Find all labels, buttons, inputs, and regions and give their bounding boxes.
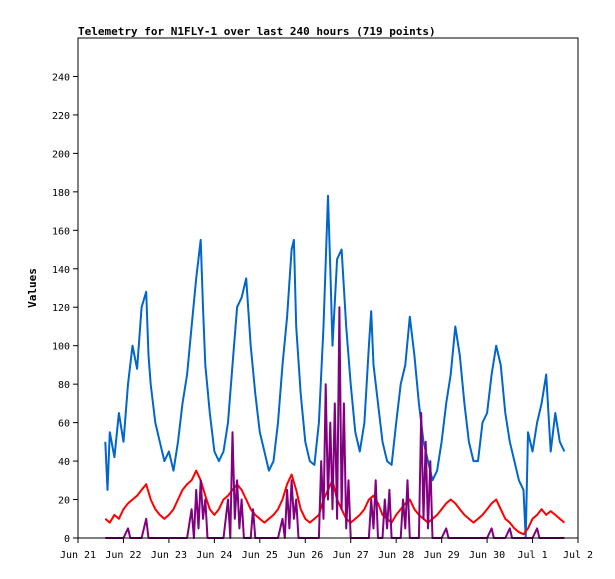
series-line-3: [105, 306, 565, 539]
x-tick-label: Jun 23: [151, 550, 187, 561]
y-tick-label: 0: [64, 534, 70, 545]
series-line-1: [104, 194, 566, 539]
y-tick-label: 200: [52, 149, 70, 160]
x-tick-label: Jul 1: [517, 550, 547, 561]
x-tick-label: Jun 21: [60, 550, 96, 561]
y-tick-label: 240: [52, 72, 70, 83]
y-tick-label: 80: [58, 380, 70, 391]
x-tick-label: Jul 2: [563, 550, 593, 561]
x-tick-label: Jun 27: [333, 550, 369, 561]
chart-title: Telemetry for N1FLY-1 over last 240 hour…: [78, 25, 436, 38]
x-tick-label: Jun 29: [424, 550, 460, 561]
x-tick-label: Jun 28: [378, 550, 414, 561]
y-tick-label: 160: [52, 226, 70, 237]
y-tick-label: 220: [52, 111, 70, 122]
series-layer: [104, 194, 566, 539]
y-tick-label: 120: [52, 303, 70, 314]
y-tick-label: 60: [58, 419, 70, 430]
x-tick-label: Jun 25: [242, 550, 278, 561]
x-tick-label: Jun 22: [105, 550, 141, 561]
series-line-2: [104, 469, 566, 536]
x-axis: Jun 21 Jun 22 Jun 23 Jun 24 Jun 25 Jun 26 Jun …: [60, 538, 593, 561]
x-tick-label: Jun 26: [287, 550, 323, 561]
y-axis-label: Values: [26, 268, 39, 308]
y-tick-label: 20: [58, 496, 70, 507]
y-tick-label: 180: [52, 188, 70, 199]
y-tick-label: 40: [58, 457, 70, 468]
y-tick-label: 100: [52, 342, 70, 353]
x-tick-label: Jun 24: [196, 550, 232, 561]
x-tick-label: Jun 30: [469, 550, 505, 561]
y-axis: 0 20 40 60 80 100 120 140 160 180 200 220 240: [52, 72, 78, 545]
y-tick-label: 140: [52, 265, 70, 276]
